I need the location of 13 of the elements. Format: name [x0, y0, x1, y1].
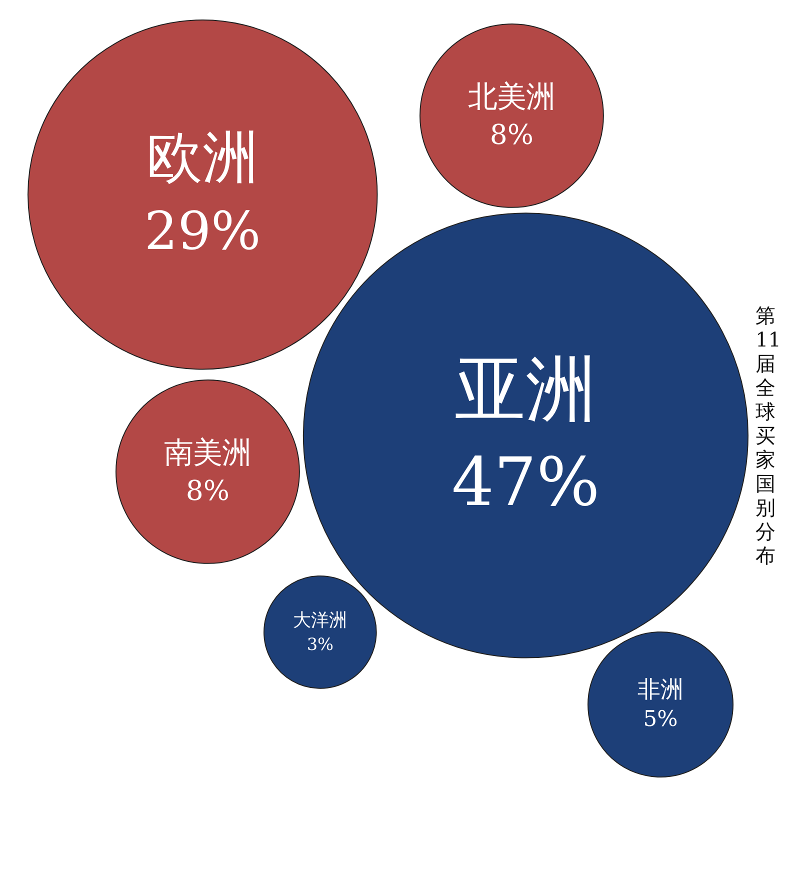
data-label: 29%: [144, 200, 261, 262]
category-label: 北美洲: [468, 79, 556, 114]
category-label: 南美洲: [164, 435, 252, 470]
data-label: 8%: [490, 118, 534, 151]
chart-title: 第11届全球买家国别分布: [756, 304, 782, 568]
category-label: 欧洲: [146, 125, 259, 190]
data-label: 5%: [643, 707, 678, 732]
category-label: 大洋洲: [293, 610, 348, 631]
category-label: 亚洲: [454, 347, 597, 430]
data-label: 3%: [306, 634, 334, 654]
data-label: 47%: [452, 443, 600, 522]
data-label: 8%: [186, 474, 230, 507]
category-label: 非洲: [638, 676, 684, 703]
